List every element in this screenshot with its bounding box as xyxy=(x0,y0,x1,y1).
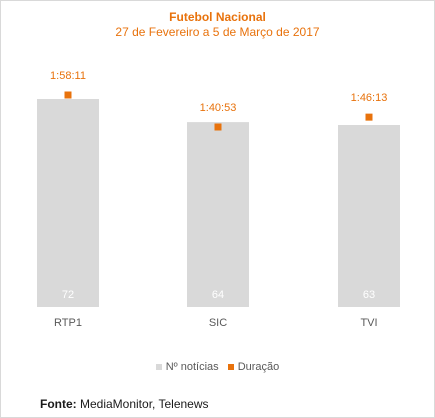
bar-value-label-sic: 64 xyxy=(212,289,224,301)
bar-value-label-tvi: 63 xyxy=(363,289,375,301)
duration-label-rtp1: 1:58:11 xyxy=(50,70,86,82)
chart-legend: Nº notícias Duração xyxy=(0,361,435,373)
bar-rtp1 xyxy=(37,99,99,307)
duration-marker-tvi xyxy=(365,113,373,121)
legend-swatch-duracao xyxy=(227,364,234,370)
source-note: Fonte: MediaMonitor, Telenews xyxy=(40,397,209,411)
category-label-rtp1: RTP1 xyxy=(54,317,82,329)
legend-item-duracao: Duração xyxy=(227,361,280,373)
duration-marker-sic xyxy=(214,123,222,131)
bar-tvi xyxy=(338,125,400,307)
duration-label-sic: 1:40:53 xyxy=(200,102,237,114)
category-label-tvi: TVI xyxy=(360,317,377,329)
bar-sic xyxy=(187,122,249,307)
chart-title: Futebol Nacional xyxy=(169,10,266,24)
category-label-sic: SIC xyxy=(209,317,227,329)
bar-value-label-rtp1: 72 xyxy=(62,289,74,301)
duration-marker-rtp1 xyxy=(64,91,72,99)
source-text: MediaMonitor, Telenews xyxy=(76,397,209,411)
duration-label-tvi: 1:46:13 xyxy=(351,92,388,104)
chart-subtitle: 27 de Fevereiro a 5 de Março de 2017 xyxy=(115,25,320,39)
source-label: Fonte: xyxy=(40,397,77,411)
legend-swatch-noticias xyxy=(155,364,162,370)
legend-label-duracao: Duração xyxy=(237,361,280,373)
legend-label-noticias: Nº notícias xyxy=(165,361,219,373)
legend-item-noticias: Nº notícias xyxy=(155,361,219,373)
